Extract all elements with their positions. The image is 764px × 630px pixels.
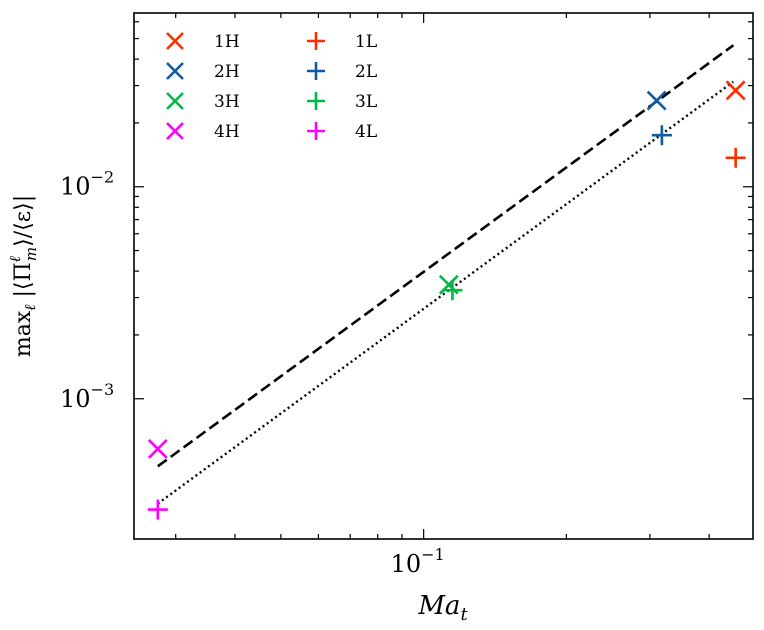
y-tick-label: 10−2 [60, 168, 114, 201]
legend-marker-3H [166, 92, 184, 110]
fit-lines [157, 44, 735, 505]
legend-marker-4L [307, 122, 325, 140]
legend-label: 2L [355, 62, 377, 82]
legend-label: 2H [214, 62, 240, 82]
legend-label: 4H [214, 122, 240, 142]
data-point-1L [725, 147, 746, 168]
fit-line-dotted [157, 80, 735, 505]
legend-marker-1H [166, 32, 184, 50]
y-tick-label: 10−3 [60, 380, 114, 413]
data-point-2H [646, 90, 667, 111]
data-points [147, 80, 746, 520]
legend: 1H 2H 3H 4H 1L 2L 3L 4L [166, 32, 377, 142]
legend-marker-1L [307, 32, 325, 50]
data-point-3L [442, 280, 463, 301]
data-point-4L [147, 499, 168, 520]
legend-label: 1L [355, 32, 377, 52]
y-axis-title: maxℓ |⟨Πℓm⟩/⟨ε⟩| [6, 195, 40, 357]
legend-marker-2L [307, 62, 325, 80]
fit-line-dashed [157, 44, 735, 468]
legend-label: 3L [355, 92, 377, 112]
data-point-2L [651, 125, 672, 146]
plot-area [133, 12, 754, 540]
legend-marker-3L [307, 92, 325, 110]
legend-label: 1H [214, 32, 240, 52]
data-point-1H [725, 80, 746, 101]
x-tick-label: 10−1 [391, 545, 445, 578]
tick-labels: 10−1 10−3 10−2 [60, 168, 445, 578]
legend-label: 3H [214, 92, 240, 112]
legend-label: 4L [355, 122, 377, 142]
legend-marker-2H [166, 62, 184, 80]
axis-ticks [134, 13, 753, 539]
data-point-4H [147, 438, 168, 459]
legend-marker-4H [166, 122, 184, 140]
x-axis-title: Mat [417, 591, 468, 625]
